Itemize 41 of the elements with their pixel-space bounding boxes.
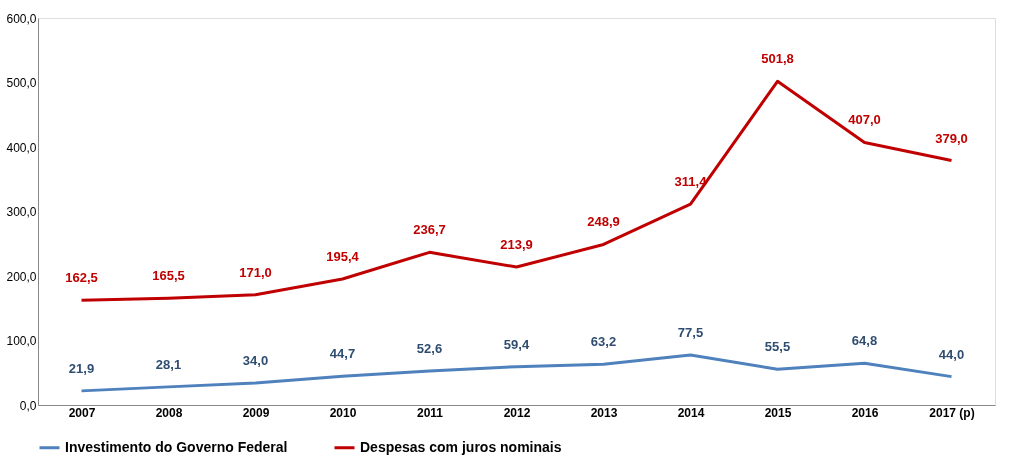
data-label: 248,9 xyxy=(587,214,620,230)
y-tick-label: 100,0 xyxy=(6,334,37,348)
data-label: 63,2 xyxy=(590,334,617,350)
data-label: 55,5 xyxy=(764,339,791,355)
data-label: 407,0 xyxy=(848,112,881,128)
y-tick-label: 200,0 xyxy=(6,269,37,284)
data-label: 162,5 xyxy=(65,270,98,286)
x-tick-label: 2011 xyxy=(416,405,444,420)
y-tick-label: 600,0 xyxy=(6,11,37,26)
data-label: 195,4 xyxy=(326,248,360,264)
x-tick-label: 2016 xyxy=(851,405,879,420)
data-label: 21,9 xyxy=(68,360,95,376)
data-label: 44,0 xyxy=(938,346,965,362)
x-tick-label: 2007 xyxy=(68,405,96,420)
x-tick-label: 2014 xyxy=(677,405,705,420)
data-label: 379,0 xyxy=(935,130,968,146)
data-label: 44,7 xyxy=(329,346,356,362)
data-label: 236,7 xyxy=(413,222,446,238)
x-tick-label: 2015 xyxy=(764,405,792,420)
data-label: 28,1 xyxy=(155,356,182,372)
data-label: 213,9 xyxy=(500,237,533,253)
data-label: 171,0 xyxy=(239,264,272,280)
x-tick-label: 2010 xyxy=(329,405,357,420)
data-label: 59,4 xyxy=(503,336,530,352)
x-tick-label: 2008 xyxy=(155,405,183,420)
x-tick-label: 2013 xyxy=(590,405,618,420)
x-tick-label: 2012 xyxy=(503,405,531,420)
data-label: 165,5 xyxy=(152,268,185,284)
legend-label: Investimento do Governo Federal xyxy=(65,438,288,455)
y-tick-label: 0,0 xyxy=(19,398,37,413)
y-tick-label: 300,0 xyxy=(6,205,37,219)
x-tick-label: 2009 xyxy=(242,405,270,420)
y-tick-label: 400,0 xyxy=(6,140,37,155)
legend-label: Despesas com juros nominais xyxy=(360,438,562,455)
x-tick-label: 2017 (p) xyxy=(929,405,975,420)
data-label: 501,8 xyxy=(761,51,794,67)
data-label: 64,8 xyxy=(851,333,878,349)
data-label: 77,5 xyxy=(677,325,704,341)
y-tick-label: 500,0 xyxy=(6,76,37,90)
data-label: 52,6 xyxy=(416,341,443,357)
data-label: 34,0 xyxy=(242,353,269,369)
